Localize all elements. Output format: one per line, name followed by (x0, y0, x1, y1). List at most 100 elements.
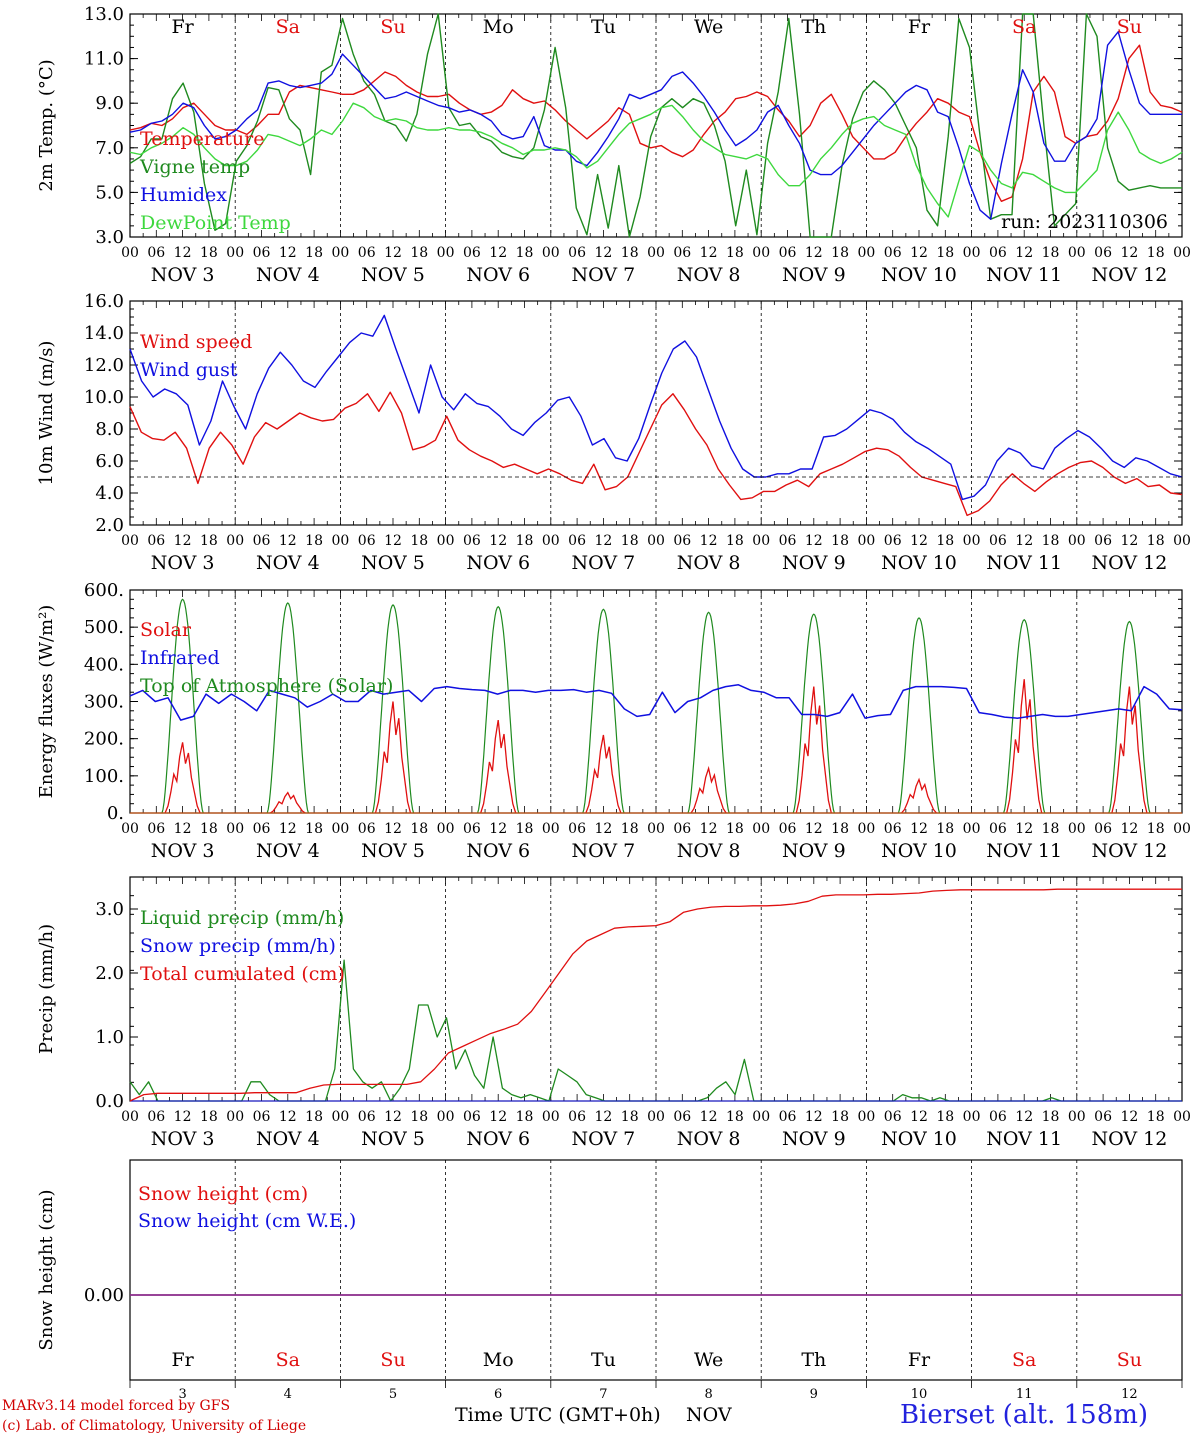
precip-hour-label: 00 (437, 1109, 455, 1125)
credit-lab: (c) Lab. of Climatology, University of L… (2, 1418, 307, 1434)
energy-hour-label: 00 (226, 821, 244, 837)
energy-hour-label: 12 (1015, 821, 1033, 837)
wind-hour-label: 12 (1015, 533, 1033, 549)
energy-hour-label: 06 (884, 821, 902, 837)
wind-hour-label: 00 (331, 533, 349, 549)
precip-hour-label: 00 (963, 1109, 981, 1125)
wind-legend-wind-gust: Wind gust (140, 359, 238, 381)
temp-hour-label: 06 (463, 245, 481, 261)
temp-hour-label: 00 (1068, 245, 1086, 261)
wind-hour-label: 12 (489, 533, 507, 549)
energy-hour-label: 06 (463, 821, 481, 837)
energy-solar-curve (795, 686, 832, 814)
precip-hour-label: 18 (1147, 1109, 1165, 1125)
wind-date-label: NOV 7 (572, 552, 636, 574)
wind-ytick-label: 6.0 (95, 451, 124, 472)
temp-hour-label: 18 (1147, 245, 1165, 261)
temp-hour-label: 06 (779, 245, 797, 261)
energy-legend-infrared: Infrared (140, 647, 220, 669)
energy-toa-curve (1108, 620, 1151, 814)
precip-date-label: NOV 9 (782, 1128, 846, 1150)
temp-hour-label: 06 (147, 245, 165, 261)
temp-hour-label: 06 (253, 245, 271, 261)
energy-solar-curve (164, 742, 201, 814)
precip-hour-label: 18 (410, 1109, 428, 1125)
weekday-label-top: Su (1117, 16, 1142, 38)
temp-hour-label: 06 (989, 245, 1007, 261)
precip-hour-label: 06 (147, 1109, 165, 1125)
temp-hour-label: 18 (1042, 245, 1060, 261)
wind-hour-label: 00 (752, 533, 770, 549)
temp-date-label: NOV 8 (677, 264, 741, 286)
wind-hour-label: 06 (463, 533, 481, 549)
temp-hour-label: 18 (936, 245, 954, 261)
temp-ytick-label: 7.0 (95, 138, 124, 159)
energy-toa-curve (161, 598, 204, 814)
energy-hour-label: 18 (1147, 821, 1165, 837)
temp-hour-label: 00 (752, 245, 770, 261)
energy-hour-label: 06 (989, 821, 1007, 837)
precip-hour-label: 00 (226, 1109, 244, 1125)
temp-ytick-label: 3.0 (95, 227, 124, 248)
wind-date-label: NOV 11 (986, 552, 1062, 574)
temp-frame (129, 13, 1183, 238)
energy-hour-label: 00 (542, 821, 560, 837)
precip-hour-label: 06 (568, 1109, 586, 1125)
precip-date-label: NOV 3 (151, 1128, 215, 1150)
energy-hour-label: 12 (805, 821, 823, 837)
energy-ytick-label: 0. (107, 803, 124, 824)
wind-date-label: NOV 10 (881, 552, 957, 574)
wind-date-label: NOV 3 (151, 552, 215, 574)
precip-date-label: NOV 7 (572, 1128, 636, 1150)
precip-date-label: NOV 6 (466, 1128, 530, 1150)
energy-hour-label: 06 (147, 821, 165, 837)
day-number-label: 11 (1016, 1387, 1033, 1402)
temp-ytick-label: 5.0 (95, 182, 124, 203)
temp-series-vigne-temp (129, 13, 1182, 238)
wind-date-label: NOV 4 (256, 552, 320, 574)
temp-legend-dewpoint-temp: DewPoint Temp (140, 212, 291, 234)
wind-hour-label: 18 (305, 533, 323, 549)
temp-date-label: NOV 9 (782, 264, 846, 286)
temp-hour-label: 18 (200, 245, 218, 261)
energy-solar-curve (374, 701, 412, 814)
energy-hour-label: 06 (779, 821, 797, 837)
energy-ytick-label: 400. (84, 654, 124, 675)
wind-hour-label: 18 (621, 533, 639, 549)
energy-hour-label: 06 (358, 821, 376, 837)
wind-hour-label: 00 (647, 533, 665, 549)
energy-legend-solar: Solar (140, 619, 192, 641)
precip-hour-label: 12 (805, 1109, 823, 1125)
wind-hour-label: 18 (936, 533, 954, 549)
temp-date-label: NOV 12 (1091, 264, 1167, 286)
precip-hour-label: 18 (831, 1109, 849, 1125)
weekday-label-bottom: Th (801, 1349, 826, 1371)
snow-legend-snow-height-cm-: Snow height (cm) (138, 1183, 308, 1205)
x-axis-month: NOV (686, 1404, 732, 1426)
precip-ylabel: Precip (mm/h) (36, 924, 57, 1054)
precip-hour-label: 18 (936, 1109, 954, 1125)
wind-hour-label: 18 (410, 533, 428, 549)
energy-toa-curve (582, 608, 625, 814)
wind-hour-label: 12 (279, 533, 297, 549)
temp-date-label: NOV 10 (881, 264, 957, 286)
temp-ytick-label: 11.0 (84, 49, 124, 70)
energy-hour-label: 18 (831, 821, 849, 837)
wind-hour-label: 18 (831, 533, 849, 549)
temp-hour-label: 00 (1173, 245, 1191, 261)
precip-date-label: NOV 10 (881, 1128, 957, 1150)
wind-hour-label: 06 (779, 533, 797, 549)
energy-ytick-label: 300. (84, 692, 124, 713)
precip-hour-label: 00 (857, 1109, 875, 1125)
precip-hour-label: 18 (621, 1109, 639, 1125)
temp-hour-label: 18 (726, 245, 744, 261)
precip-hour-label: 18 (200, 1109, 218, 1125)
wind-ytick-label: 16.0 (84, 291, 124, 312)
temp-hour-label: 12 (174, 245, 192, 261)
wind-series-wind-speed (129, 391, 1183, 517)
precip-hour-label: 12 (1120, 1109, 1138, 1125)
day-number-label: 7 (599, 1387, 607, 1402)
weekday-label-top: We (694, 16, 723, 38)
temp-hour-label: 12 (489, 245, 507, 261)
precip-series-total (129, 888, 1182, 1102)
